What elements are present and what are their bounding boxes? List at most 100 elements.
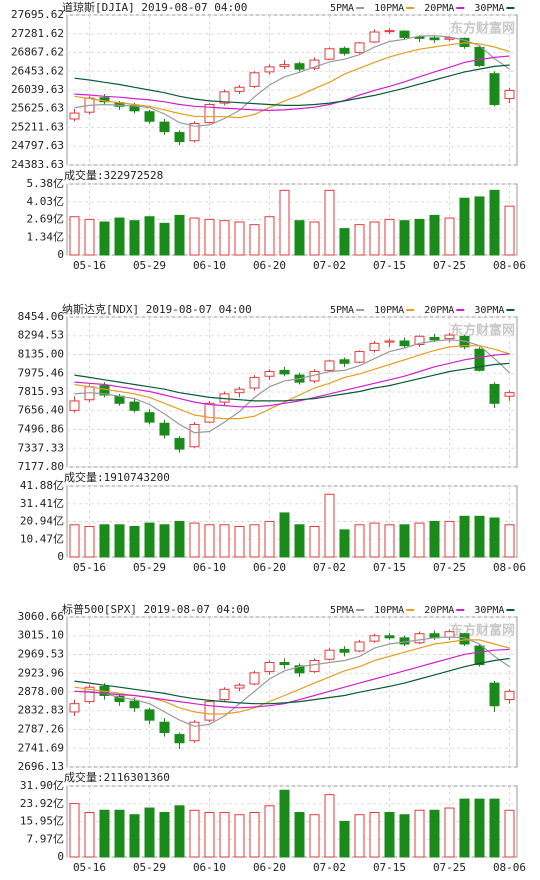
ma-line bbox=[74, 639, 510, 715]
volume-bar bbox=[84, 525, 95, 558]
ma-line bbox=[74, 362, 510, 402]
candle-body bbox=[249, 672, 260, 685]
volume-bar bbox=[84, 811, 95, 858]
volume-bar bbox=[429, 214, 440, 256]
candle-body bbox=[414, 633, 425, 644]
y-tick-label: 26453.62 bbox=[11, 64, 64, 77]
y-tick-label: 3060.66 bbox=[18, 610, 64, 623]
y-tick-label: 24797.63 bbox=[11, 139, 64, 152]
x-tick-label: 07-02 bbox=[313, 861, 346, 874]
volume-bar bbox=[234, 221, 245, 256]
candle-body bbox=[144, 709, 155, 721]
volume-bar bbox=[309, 525, 320, 558]
volume-tick-label: 0 bbox=[57, 550, 64, 563]
candle-body bbox=[474, 46, 485, 67]
volume-bar bbox=[369, 811, 380, 858]
volume-bar bbox=[129, 814, 140, 858]
volume-bar bbox=[399, 220, 410, 256]
volume-bar bbox=[429, 520, 440, 558]
volume-tick-label: 10.47亿 bbox=[20, 532, 64, 545]
volume-bar bbox=[294, 220, 305, 256]
candle-body bbox=[399, 340, 410, 347]
candle-body bbox=[474, 348, 485, 371]
volume-bar bbox=[324, 189, 335, 256]
ma-line bbox=[74, 55, 510, 112]
volume-bar bbox=[459, 515, 470, 558]
volume-bar bbox=[279, 789, 290, 858]
volume-bar bbox=[249, 224, 260, 256]
volume-bar bbox=[114, 524, 125, 558]
candle-body bbox=[324, 48, 335, 60]
candle-body bbox=[369, 31, 380, 43]
x-tick-label: 06-10 bbox=[193, 561, 226, 574]
legend-label: 30PMA bbox=[474, 305, 504, 316]
volume-bar bbox=[414, 809, 425, 858]
x-tick-label: 05-29 bbox=[133, 561, 166, 574]
candle-body bbox=[279, 662, 290, 666]
volume-bar bbox=[69, 524, 80, 558]
volume-bar bbox=[189, 809, 200, 858]
candle-body bbox=[489, 73, 500, 105]
candle-body bbox=[324, 649, 335, 660]
y-tick-label: 8454.06 bbox=[18, 310, 64, 323]
x-tick-label: 07-02 bbox=[313, 259, 346, 272]
volume-bar bbox=[129, 220, 140, 256]
volume-bar bbox=[99, 524, 110, 558]
volume-bar bbox=[474, 798, 485, 858]
volume-bar bbox=[444, 807, 455, 858]
volume-bar bbox=[279, 512, 290, 558]
y-tick-label: 2923.96 bbox=[18, 666, 64, 679]
y-tick-label: 2832.83 bbox=[18, 704, 64, 717]
ma-line bbox=[74, 636, 510, 727]
volume-title: 成交量:1910743200 bbox=[64, 470, 170, 484]
x-tick-label: 06-20 bbox=[253, 259, 286, 272]
volume-bar bbox=[144, 522, 155, 558]
volume-bar bbox=[174, 214, 185, 256]
candle-body bbox=[339, 359, 350, 364]
candle-body bbox=[444, 631, 455, 638]
candle-body bbox=[504, 89, 515, 100]
volume-title: 成交量:322972528 bbox=[64, 168, 163, 182]
x-tick-label: 08-06 bbox=[493, 561, 526, 574]
candle-body bbox=[294, 63, 305, 70]
volume-bar bbox=[474, 196, 485, 256]
volume-tick-label: 31.41亿 bbox=[20, 497, 64, 510]
volume-bar bbox=[414, 522, 425, 558]
chart-title: 标普500[SPX] 2019-08-07 04:00 bbox=[62, 602, 250, 616]
x-tick-label: 07-15 bbox=[373, 561, 406, 574]
volume-bar bbox=[339, 820, 350, 858]
ma-line bbox=[74, 42, 510, 119]
x-tick-label: 05-29 bbox=[133, 259, 166, 272]
candle-body bbox=[159, 422, 170, 436]
candle-body bbox=[264, 66, 275, 73]
candle-body bbox=[279, 64, 290, 67]
volume-tick-label: 2.69亿 bbox=[27, 213, 65, 226]
y-tick-label: 7656.40 bbox=[18, 404, 64, 417]
ma-line bbox=[74, 34, 510, 127]
candle-body bbox=[219, 91, 230, 104]
ma-line bbox=[74, 339, 510, 434]
candle-body bbox=[339, 47, 350, 54]
candle-body bbox=[309, 659, 320, 673]
x-tick-label: 08-06 bbox=[493, 259, 526, 272]
candle-body bbox=[159, 121, 170, 133]
volume-bar bbox=[234, 525, 245, 558]
y-tick-label: 25211.63 bbox=[11, 120, 64, 133]
candle-body bbox=[174, 132, 185, 143]
y-tick-label: 3015.10 bbox=[18, 629, 64, 642]
candle-body bbox=[69, 400, 80, 411]
y-tick-label: 27695.62 bbox=[11, 8, 64, 21]
candle-body bbox=[354, 351, 365, 363]
volume-bar bbox=[429, 809, 440, 858]
volume-bar bbox=[339, 228, 350, 256]
volume-bar bbox=[489, 798, 500, 858]
candle-body bbox=[264, 371, 275, 377]
volume-bar bbox=[279, 189, 290, 256]
volume-bar bbox=[339, 529, 350, 558]
volume-bar bbox=[219, 220, 230, 256]
volume-bar bbox=[129, 525, 140, 558]
candle-body bbox=[384, 635, 395, 639]
candle-body bbox=[429, 336, 440, 341]
candle-body bbox=[249, 376, 260, 389]
volume-bar bbox=[144, 216, 155, 256]
